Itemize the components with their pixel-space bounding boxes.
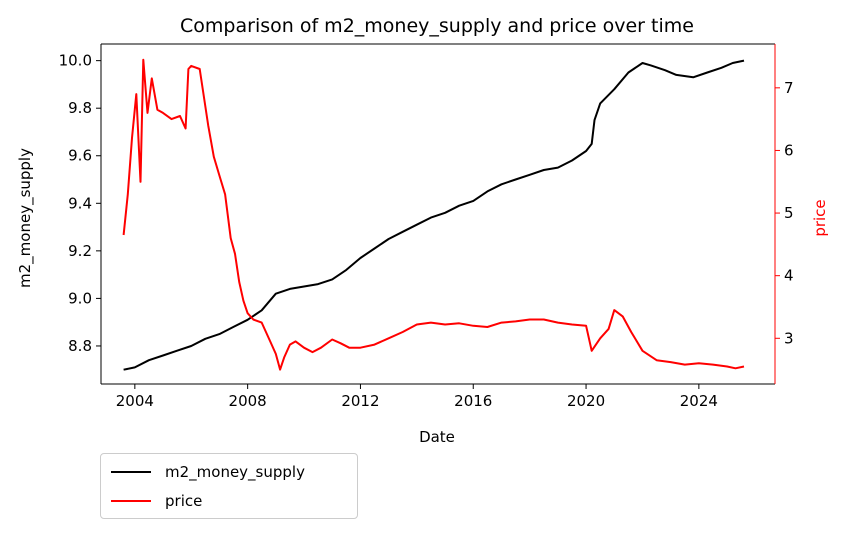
plot-lines [122, 58, 745, 371]
y-right-tick-label: 3 [784, 329, 794, 347]
y-left-tick-label: 9.8 [68, 99, 92, 117]
series-line-price [122, 58, 745, 371]
y-left-tick-label: 9.6 [68, 147, 92, 165]
y-left-tick-label: 9.4 [68, 194, 92, 212]
chart-title: Comparison of m2_money_supply and price … [180, 15, 694, 37]
legend-label-m2: m2_money_supply [165, 463, 305, 481]
x-tick-label: 2012 [341, 392, 379, 410]
x-tick-label: 2008 [229, 392, 267, 410]
y-right-tick-label: 4 [784, 267, 794, 285]
x-tick-label: 2024 [680, 392, 718, 410]
legend-item-price: price [111, 491, 202, 511]
y-left-tick-label: 10.0 [59, 52, 92, 70]
y-left-tick-label: 8.8 [68, 337, 92, 355]
y-right-tick-label: 7 [784, 79, 794, 97]
axes: 2004 2008 2012 2016 2020 2024 8.8 9.0 9.2 9.4 9.6 9… [59, 43, 794, 410]
series-line-m2-money-supply [123, 59, 745, 371]
y-left-tick-label: 9.0 [68, 289, 92, 307]
legend-label-price: price [165, 492, 203, 510]
y-right-tick-label: 5 [784, 204, 794, 222]
legend-swatch-m2 [111, 471, 151, 473]
x-axis-label: Date [419, 428, 455, 446]
y-axis-right-label: price [811, 199, 829, 236]
x-tick-label: 2020 [567, 392, 605, 410]
x-tick-label: 2004 [116, 392, 154, 410]
y-right-tick-label: 6 [784, 141, 794, 159]
legend-swatch-price [111, 500, 151, 502]
y-axis-left-label: m2_money_supply [16, 148, 35, 288]
y-left-tick-label: 9.2 [68, 242, 92, 260]
legend: m2_money_supply price [100, 453, 358, 519]
x-tick-label: 2016 [454, 392, 492, 410]
legend-item-m2: m2_money_supply [111, 462, 305, 482]
